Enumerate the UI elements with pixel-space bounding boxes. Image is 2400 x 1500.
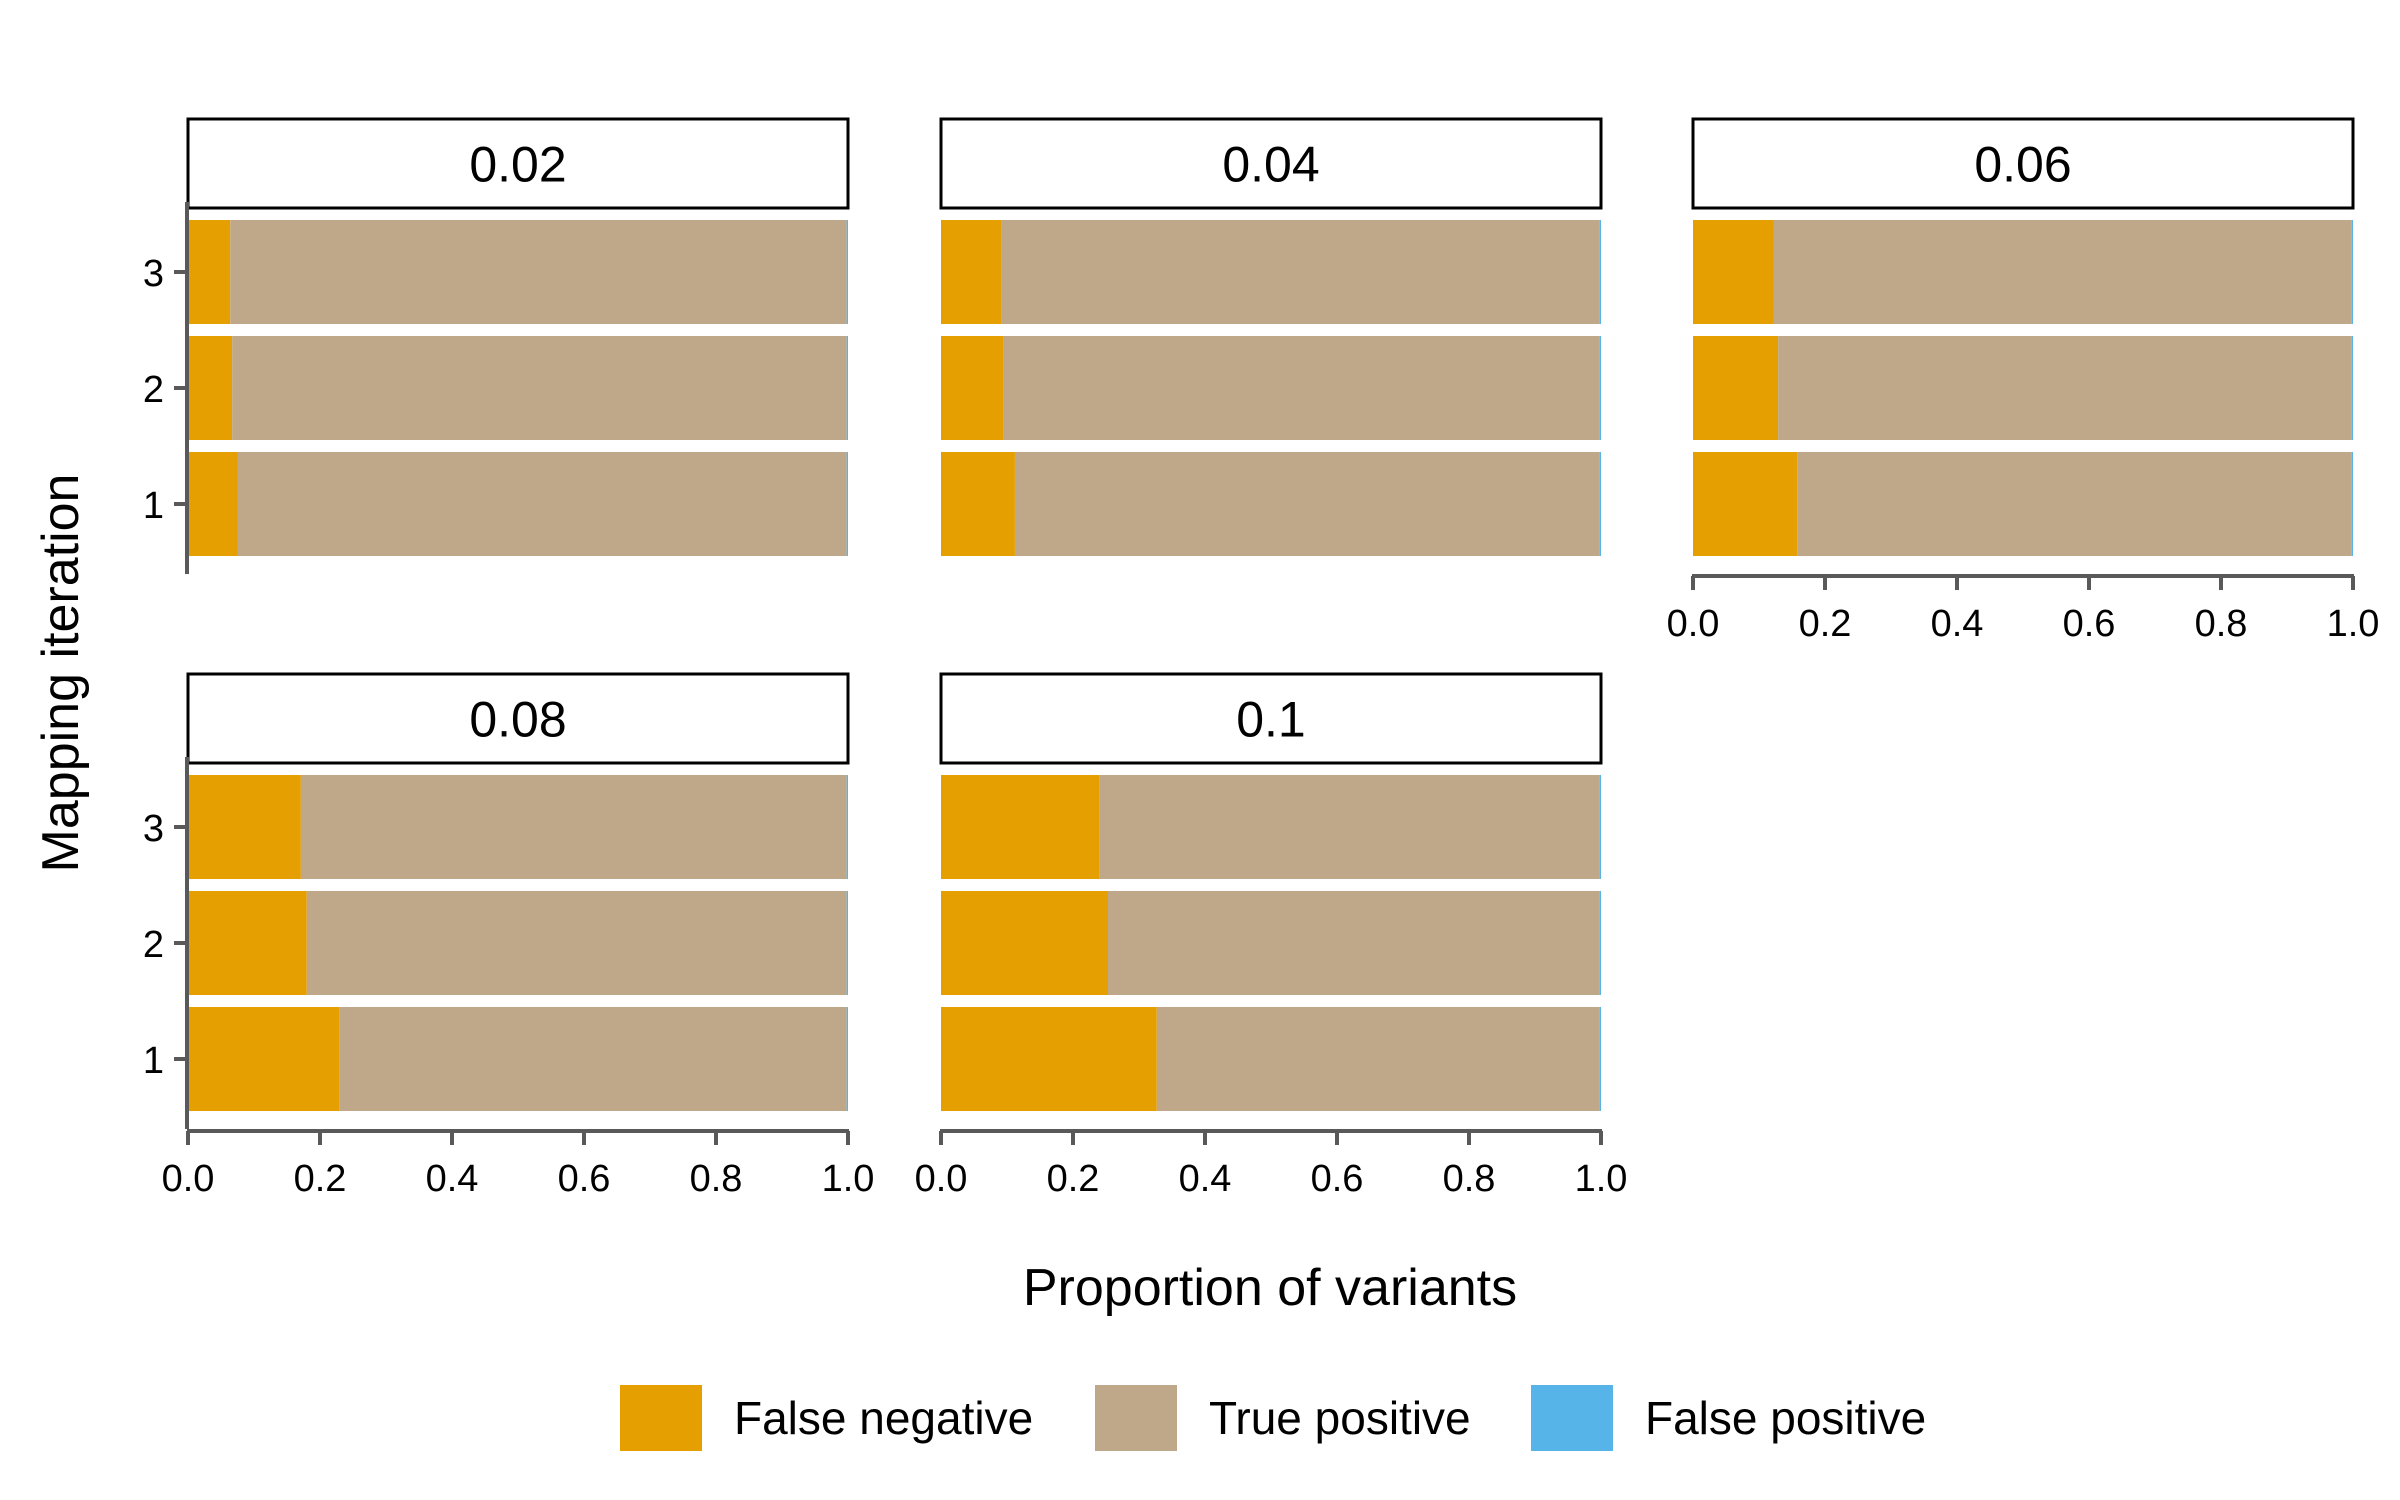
facet-strip-label: 0.06 [1974,137,2071,193]
bar-segment-false-negative [188,891,307,995]
facet-strip [939,672,1603,765]
bar-segment-false-positive [2351,336,2353,440]
bar-segment-false-negative [188,1007,340,1111]
bar-segment-true-positive [1001,220,1600,324]
x-tick-label: 0.8 [690,1158,743,1200]
panel-0.1: 0.1 0.0 0.2 0.4 0.6 0.8 1.0 [915,672,1628,1200]
y-tick-label: 1 [143,485,164,527]
bar-segment-true-positive [1156,1007,1600,1111]
x-tick-label: 1.0 [822,1158,875,1200]
x-tick-label: 0.0 [915,1158,968,1200]
bar-segment-true-positive [300,775,847,879]
bar-segment-false-negative [941,452,1015,556]
legend: False negative True positive False positiv… [620,1385,1926,1451]
bar-segment-false-positive [1599,775,1601,879]
facet-strip [186,117,850,210]
legend-key [620,1385,702,1451]
bar-segment-false-negative [941,220,1002,324]
y-tick-label: 3 [143,808,164,850]
bar-segment-true-positive [1107,891,1600,995]
y-tick-label: 3 [143,253,164,295]
y-tick-label: 2 [143,924,164,966]
bar-segment-true-positive [1014,452,1600,556]
x-tick-label: 0.2 [1799,603,1852,645]
x-tick-label: 1.0 [2327,603,2380,645]
bar-segment-false-negative [188,220,231,324]
x-tick-label: 0.4 [1931,603,1984,645]
bar-segment-false-negative [941,336,1004,440]
x-tick-label: 0.6 [2063,603,2116,645]
legend-key [1531,1385,1613,1451]
bar-segment-true-positive [230,220,847,324]
bar-segment-true-positive [237,452,847,556]
facet-strip-label: 0.08 [469,692,566,748]
bar-segment-true-positive [339,1007,847,1111]
bar-segment-true-positive [306,891,847,995]
bar-segment-false-positive [846,1007,848,1111]
x-tick-label: 1.0 [1575,1158,1628,1200]
legend-item: False positive [1531,1385,1926,1451]
chart-panels: 0.02 1 2 3 0.04 0.06 0.0 0.2 0.4 0.6 0.8 1.0 0.08 1 2 3… [143,117,2380,1200]
x-axis-title: Proportion of variants [1023,1259,1517,1317]
facet-strip [186,672,850,765]
bar-segment-true-positive [1003,336,1600,440]
facet-strip [939,117,1603,210]
y-tick-label: 1 [143,1040,164,1082]
bar-segment-false-negative [941,891,1108,995]
bar-segment-false-negative [188,336,233,440]
bar-segment-false-positive [846,452,848,556]
bar-segment-false-negative [188,452,238,556]
bar-segment-false-positive [2351,452,2353,556]
x-tick-label: 0.2 [1047,1158,1100,1200]
x-tick-label: 0.0 [1667,603,1720,645]
bar-segment-false-negative [941,775,1100,879]
bar-segment-true-positive [1778,336,2352,440]
panel-0.06: 0.06 0.0 0.2 0.4 0.6 0.8 1.0 [1667,117,2380,645]
y-tick-label: 2 [143,369,164,411]
bar-segment-true-positive [1797,452,2352,556]
bar-segment-false-positive [2351,220,2353,324]
bar-segment-false-negative [1693,336,1779,440]
x-tick-label: 0.0 [162,1158,215,1200]
bar-segment-false-negative [188,775,301,879]
legend-item: True positive [1095,1385,1471,1451]
bar-segment-true-positive [1773,220,2352,324]
bar-segment-true-positive [1099,775,1600,879]
legend-key [1095,1385,1177,1451]
x-tick-label: 0.4 [426,1158,479,1200]
panel-0.08: 0.08 1 2 3 0.0 0.2 0.4 0.6 0.8 1.0 [143,672,875,1200]
bar-segment-false-positive [846,891,848,995]
x-tick-label: 0.8 [1443,1158,1496,1200]
bar-segment-false-positive [1599,1007,1601,1111]
x-tick-label: 0.6 [1311,1158,1364,1200]
legend-label: False negative [734,1392,1033,1444]
legend-label: False positive [1645,1392,1926,1444]
y-axis-title: Mapping iteration [32,474,90,873]
facet-strip-label: 0.1 [1236,692,1306,748]
bar-segment-false-positive [846,220,848,324]
bar-segment-false-negative [941,1007,1157,1111]
x-tick-label: 0.2 [294,1158,347,1200]
panel-0.02: 0.02 1 2 3 [143,117,850,574]
bar-segment-false-negative [1693,452,1798,556]
facet-strip-label: 0.02 [469,137,566,193]
bar-segment-false-positive [1599,891,1601,995]
bar-segment-false-positive [846,775,848,879]
facet-strip-label: 0.04 [1222,137,1319,193]
x-tick-label: 0.8 [2195,603,2248,645]
x-tick-label: 0.4 [1179,1158,1232,1200]
x-tick-label: 0.6 [558,1158,611,1200]
bar-segment-false-positive [1599,336,1601,440]
panel-0.04: 0.04 [939,117,1603,556]
bar-segment-false-negative [1693,220,1774,324]
facet-strip [1691,117,2355,210]
legend-item: False negative [620,1385,1033,1451]
bar-segment-false-positive [846,336,848,440]
bar-segment-false-positive [1599,220,1601,324]
bar-segment-true-positive [232,336,847,440]
bar-segment-false-positive [1599,452,1601,556]
legend-label: True positive [1209,1392,1471,1444]
